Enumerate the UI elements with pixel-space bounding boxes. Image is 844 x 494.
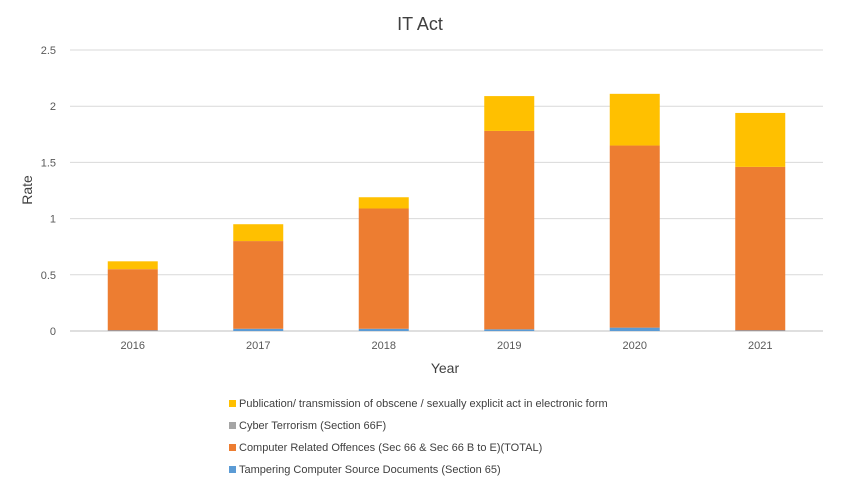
y-tick-label: 1.5 xyxy=(41,157,56,169)
legend-swatch xyxy=(229,466,236,473)
bar-segment-2020-series-0 xyxy=(609,327,660,331)
legend: Publication/ transmission of obscene / s… xyxy=(229,398,608,476)
x-tick-label: 2017 xyxy=(246,340,270,352)
bar-segment-2021-series-0 xyxy=(735,330,786,331)
y-tick-label: 0 xyxy=(50,326,56,338)
bar-segment-2018-series-1 xyxy=(358,208,409,329)
gridlines xyxy=(70,49,823,332)
bar-segment-2021-series-1 xyxy=(735,166,786,331)
legend-label: Cyber Terrorism (Section 66F) xyxy=(239,420,386,432)
bar-segment-2021-series-3 xyxy=(735,112,786,167)
bar-segment-2020-series-3 xyxy=(609,93,660,146)
bars xyxy=(107,93,786,331)
bar-segment-2016-series-0 xyxy=(107,330,158,331)
y-tick-label: 1 xyxy=(50,214,56,226)
legend-label: Publication/ transmission of obscene / s… xyxy=(239,398,608,410)
x-tick-label: 2018 xyxy=(372,340,396,352)
bar-segment-2017-series-3 xyxy=(233,224,284,242)
x-axis-title: Year xyxy=(431,360,460,376)
bar-segment-2019-series-1 xyxy=(484,130,535,330)
y-axis-ticks: 0 0.5 1 1.5 2 2.5 xyxy=(41,45,56,338)
x-tick-label: 2016 xyxy=(121,340,145,352)
legend-label: Tampering Computer Source Documents (Sec… xyxy=(239,464,501,476)
y-axis-title: Rate xyxy=(19,175,35,205)
y-tick-label: 2 xyxy=(50,101,56,113)
legend-swatch xyxy=(229,422,236,429)
bar-segment-2018-series-3 xyxy=(358,197,409,209)
bar-segment-2017-series-0 xyxy=(233,328,284,331)
legend-swatch xyxy=(229,400,236,407)
x-tick-label: 2019 xyxy=(497,340,521,352)
bar-segment-2016-series-1 xyxy=(107,269,158,331)
bar-segment-2019-series-0 xyxy=(484,329,535,331)
bar-segment-2018-series-0 xyxy=(358,328,409,331)
legend-swatch xyxy=(229,444,236,451)
y-tick-label: 0.5 xyxy=(41,270,56,282)
x-axis-ticks: 2016 2017 2018 2019 2020 2021 xyxy=(121,340,773,352)
bar-segment-2017-series-1 xyxy=(233,241,284,329)
x-tick-label: 2021 xyxy=(748,340,772,352)
legend-label: Computer Related Offences (Sec 66 & Sec … xyxy=(239,442,542,454)
y-tick-label: 2.5 xyxy=(41,45,56,57)
bar-segment-2020-series-1 xyxy=(609,145,660,328)
bar-segment-2016-series-3 xyxy=(107,261,158,270)
x-tick-label: 2020 xyxy=(623,340,647,352)
bar-segment-2019-series-3 xyxy=(484,96,535,131)
chart-title: IT Act xyxy=(397,14,443,34)
